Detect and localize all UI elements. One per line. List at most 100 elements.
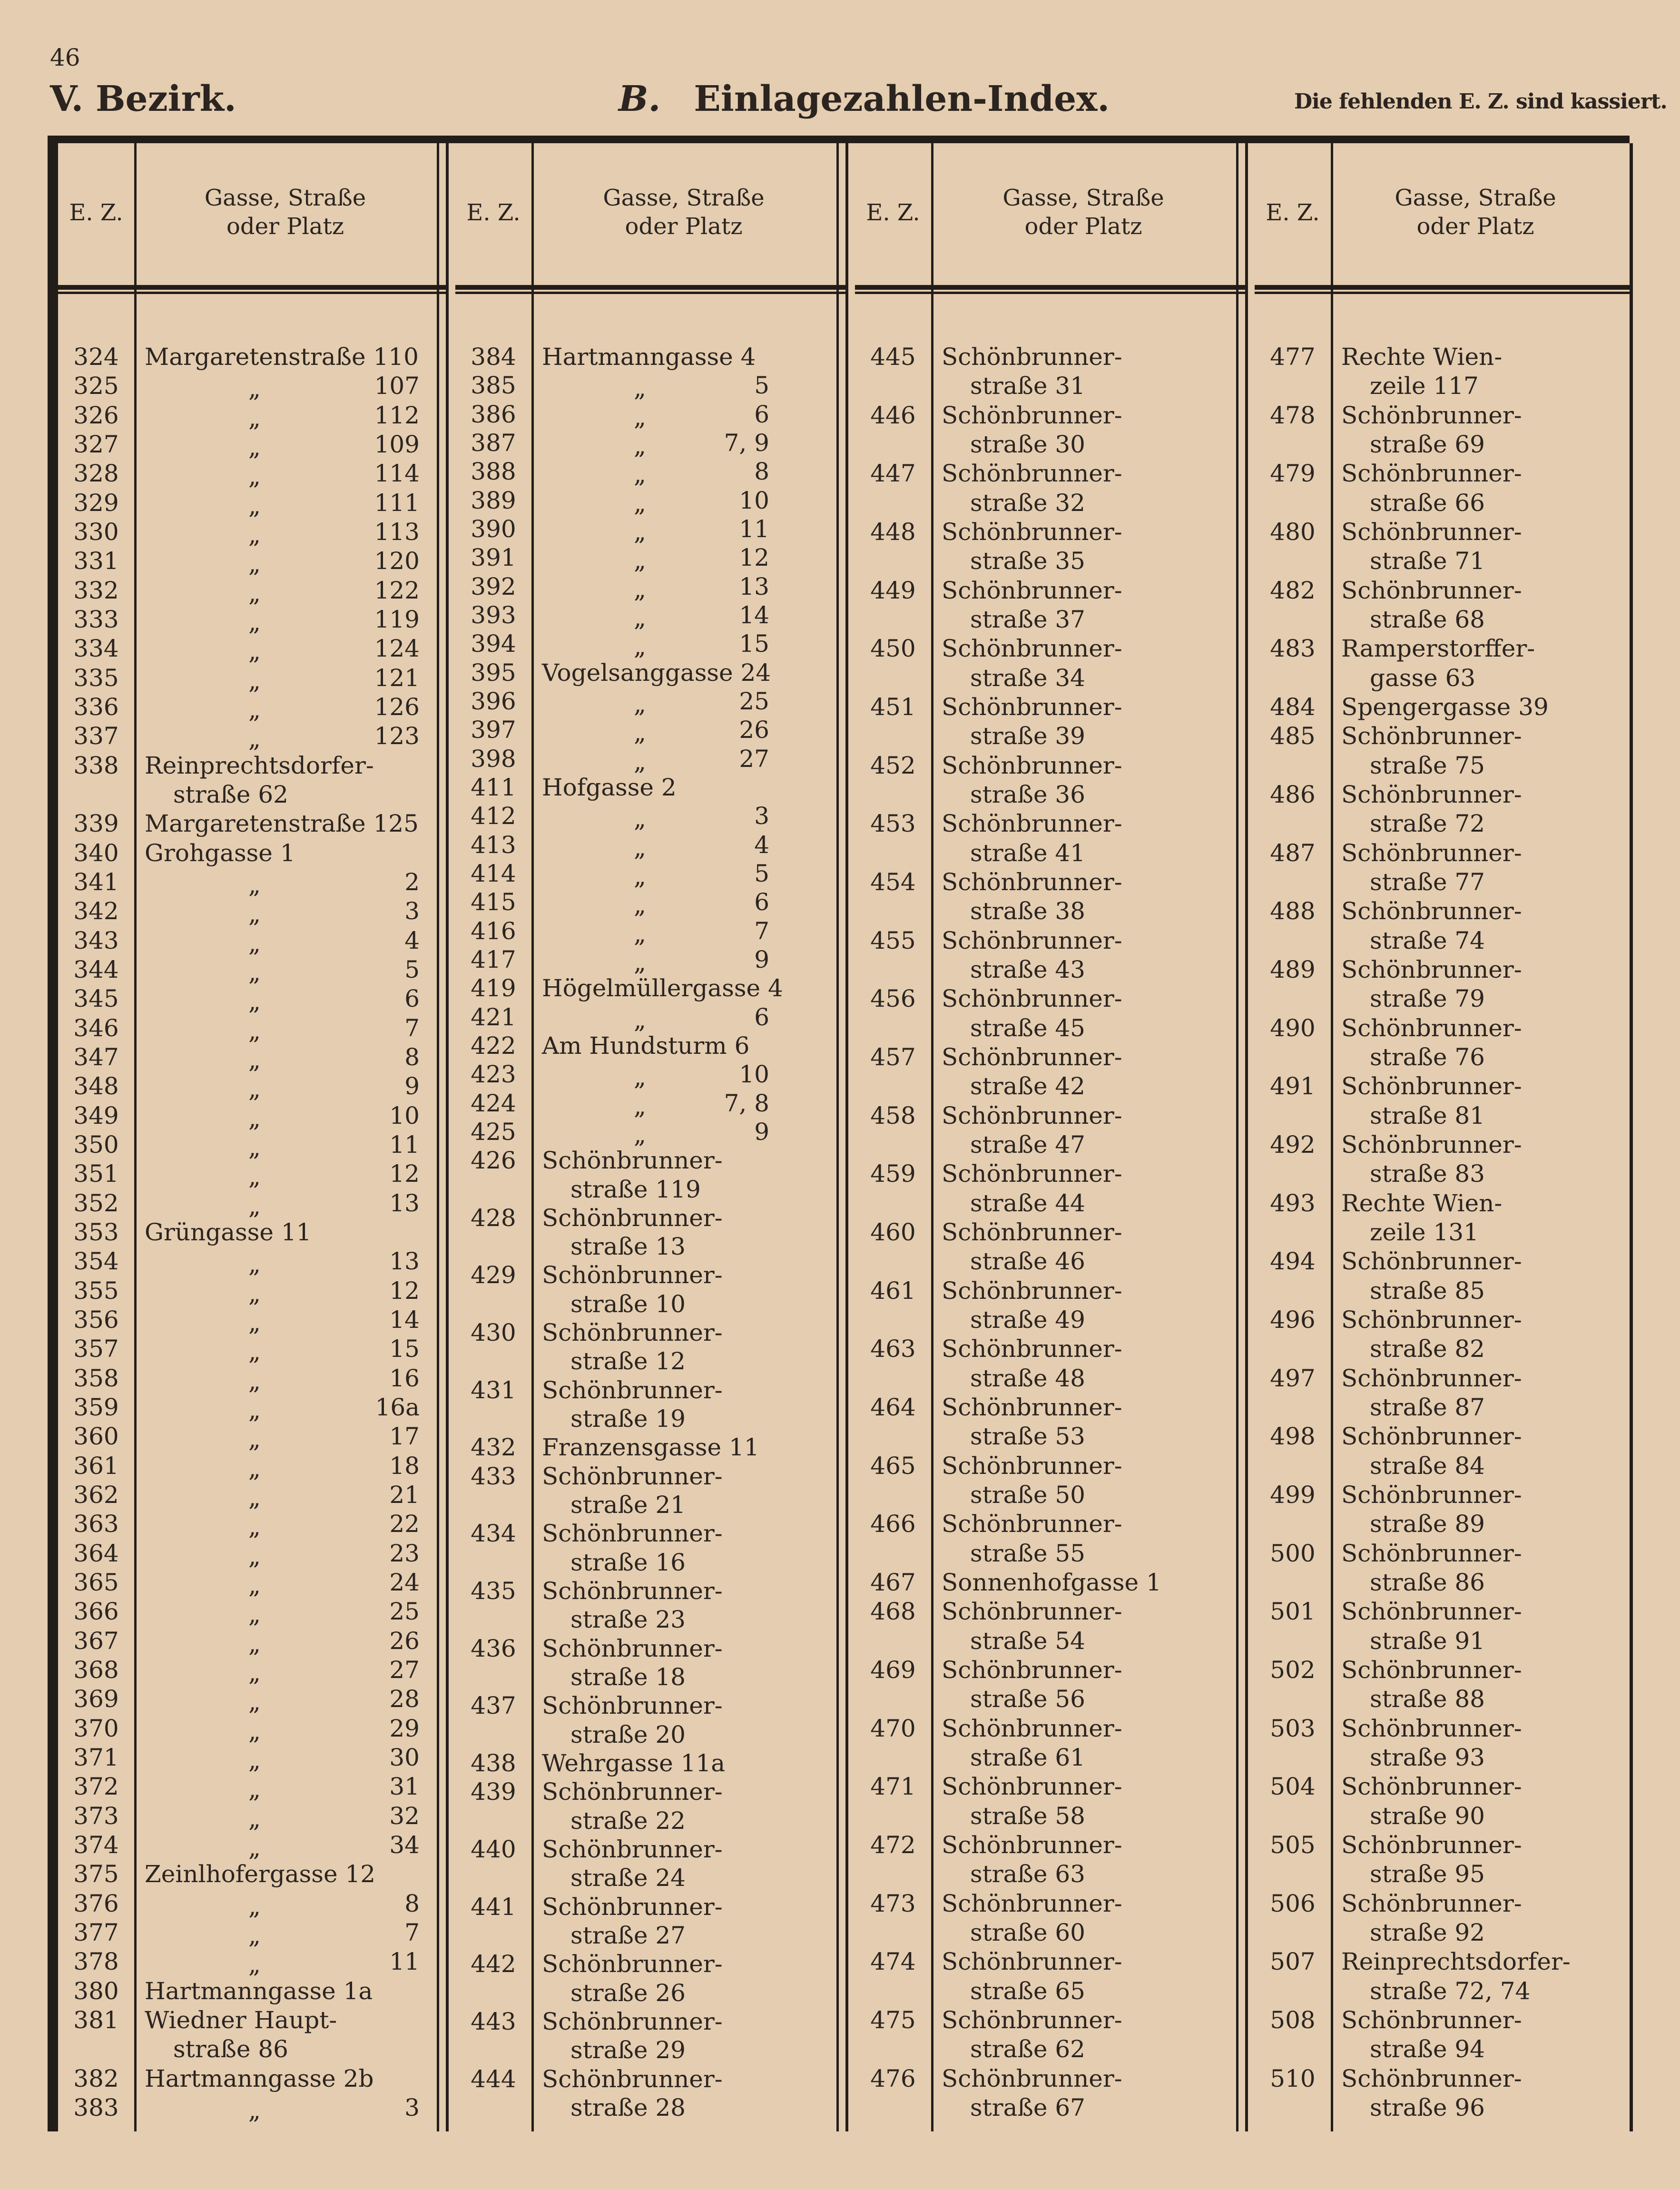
list-item: straße 54 [855, 1627, 1245, 1656]
ez-number: 352 [73, 1189, 119, 1217]
street-name: Schönbrunner- [942, 1043, 1122, 1071]
ez-number: 339 [73, 810, 119, 838]
street-name: straße 72 [1370, 810, 1485, 838]
list-item: 432 Franzensgasse 11 [455, 1433, 845, 1462]
house-number: 28 [389, 1685, 420, 1713]
house-number: 13 [389, 1247, 420, 1276]
list-item: straße 94 [1255, 2035, 1630, 2064]
list-item: 436 Schönbrunner- [455, 1635, 845, 1663]
house-number: 5 [404, 956, 420, 983]
street-name: straße 41 [970, 839, 1085, 867]
ditto-mark: „ [634, 1006, 646, 1034]
list-item: straße 69 [1255, 431, 1630, 459]
street-name: Schönbrunner- [942, 1773, 1122, 1801]
ditto-mark: „ [634, 805, 646, 833]
list-item: straße 36 [855, 781, 1245, 809]
street-name: Schönbrunner- [942, 985, 1122, 1013]
header-ez: E. Z. [1266, 199, 1320, 226]
list-item: straße 93 [1255, 1744, 1630, 1772]
header-ez: E. Z. [866, 199, 920, 226]
street-name: straße 72, 74 [1370, 1977, 1531, 2005]
list-item: 380 Hartmanngasse 1a [58, 1977, 446, 2006]
column-header: E. Z. Gasse, Straße oder Platz [455, 143, 845, 285]
house-number: 6 [754, 888, 769, 916]
list-item: 342 „ 3 [58, 897, 446, 928]
header-street-line1: Gasse, Straße [603, 185, 765, 211]
house-number: 14 [739, 601, 769, 629]
house-number: 17 [389, 1423, 420, 1451]
street-name: straße 82 [1370, 1335, 1485, 1363]
list-item: 435 Schönbrunner- [455, 1577, 845, 1606]
ez-number: 392 [471, 572, 516, 600]
list-item: straße 37 [855, 606, 1245, 634]
street-name: Schönbrunner- [1341, 401, 1522, 429]
ez-number: 389 [471, 486, 516, 514]
list-item: 382 Hartmanngasse 2b [58, 2065, 446, 2093]
list-item: straße 41 [855, 839, 1245, 868]
list-item: 328 „ 114 [58, 460, 446, 490]
district-heading: V. Bezirk. [50, 79, 236, 119]
list-item: 455 Schönbrunner- [855, 927, 1245, 955]
list-item: straße 72 [1255, 810, 1630, 838]
list-item: straße 42 [855, 1072, 1245, 1101]
list-item: 392 „ 13 [455, 572, 845, 603]
street-name: straße 87 [1370, 1394, 1485, 1421]
street-name: straße 76 [1370, 1043, 1485, 1071]
list-item: 482 Schönbrunner- [1255, 577, 1630, 605]
house-number: 3 [404, 2094, 420, 2121]
ez-number: 393 [471, 601, 516, 629]
list-item: straße 74 [1255, 927, 1630, 955]
ez-number: 444 [471, 2065, 516, 2093]
list-item: 487 Schönbrunner- [1255, 839, 1630, 868]
list-item: 463 Schönbrunner- [855, 1335, 1245, 1364]
ez-number: 493 [1270, 1189, 1316, 1217]
house-number: 34 [389, 1831, 420, 1859]
ez-number: 484 [1270, 693, 1316, 721]
street-name: straße 66 [1370, 489, 1485, 517]
ez-number: 325 [73, 372, 119, 400]
ez-number: 485 [1270, 722, 1316, 750]
house-number: 7 [404, 1919, 420, 1946]
street-name: Schönbrunner- [1341, 1598, 1522, 1626]
list-item: 441 Schönbrunner- [455, 1893, 845, 1922]
list-item: straße 61 [855, 1744, 1245, 1772]
ez-number: 374 [73, 1831, 119, 1859]
street-name: Schönbrunner- [1341, 2064, 1522, 2092]
street-name: Schönbrunner- [542, 1204, 723, 1232]
house-number: 21 [389, 1481, 420, 1509]
list-item: 489 Schönbrunner- [1255, 956, 1630, 984]
house-number: 9 [754, 1118, 769, 1146]
street-name: straße 49 [970, 1306, 1085, 1334]
ez-number: 381 [73, 2006, 119, 2034]
ez-number: 398 [471, 745, 516, 773]
street-name: Schönbrunner- [942, 1394, 1122, 1421]
list-item: zeile 131 [1255, 1218, 1630, 1247]
list-item: 370 „ 29 [58, 1715, 446, 1745]
list-item: 494 Schönbrunner- [1255, 1247, 1630, 1276]
ez-number: 416 [471, 917, 516, 945]
ez-number: 376 [73, 1889, 119, 1917]
list-item: 430 Schönbrunner- [455, 1319, 845, 1347]
house-number: 7, 9 [724, 429, 769, 457]
ez-number: 346 [73, 1014, 119, 1042]
street-name: straße 37 [970, 606, 1085, 633]
ez-number: 477 [1270, 343, 1316, 371]
street-name: Schönbrunner- [542, 1950, 723, 1978]
street-name: Schönbrunner- [1341, 1714, 1522, 1742]
list-item: 381 Wiedner Haupt- [58, 2006, 446, 2035]
list-item: straße 48 [855, 1364, 1245, 1393]
list-item: straße 79 [1255, 985, 1630, 1013]
list-item: 448 Schönbrunner- [855, 518, 1245, 547]
house-number: 9 [404, 1072, 420, 1100]
header-ez: E. Z. [466, 199, 521, 226]
list-item: 341 „ 2 [58, 868, 446, 899]
street-name: Schönbrunner- [542, 1634, 723, 1662]
ez-number: 455 [870, 926, 916, 954]
street-name: Hartmanngasse 1a [145, 1977, 373, 2005]
list-item: 424 „ 7, 8 [455, 1090, 845, 1120]
ez-number: 337 [73, 722, 119, 750]
list-item: 469 Schönbrunner- [855, 1656, 1245, 1685]
list-item: straße 90 [1255, 1802, 1630, 1831]
street-name: Schönbrunner- [942, 1656, 1122, 1684]
list-item: 415 „ 6 [455, 888, 845, 919]
